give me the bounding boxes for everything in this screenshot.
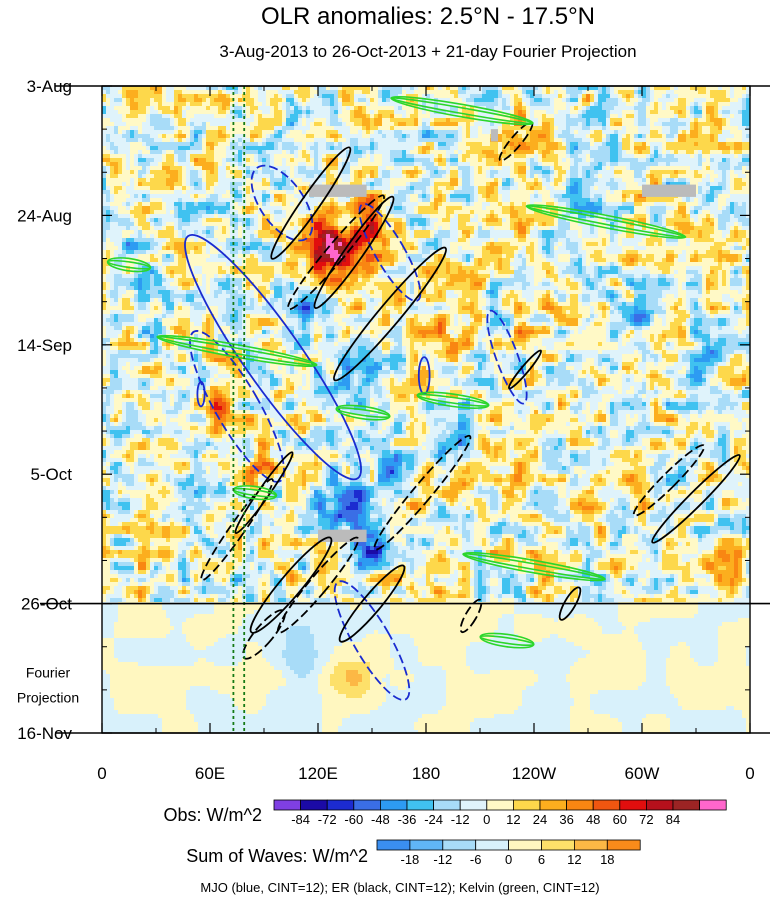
colorbar-tick-label: 6 bbox=[538, 852, 545, 867]
x-tick-label: 180 bbox=[412, 764, 440, 783]
colorbar-box bbox=[460, 800, 487, 810]
colorbar-tick-label: -12 bbox=[433, 852, 452, 867]
colorbar-box bbox=[301, 800, 328, 810]
colorbar-tick-label: -84 bbox=[291, 812, 310, 827]
colorbar-box bbox=[380, 800, 407, 810]
colorbar-tick-label: 24 bbox=[533, 812, 547, 827]
colorbar-tick-label: -6 bbox=[470, 852, 482, 867]
y-tick-label: 24-Aug bbox=[17, 206, 72, 225]
waves-colorbar: -18 -12 -6 0 6 12 18 Sum of Waves: W/m^2 bbox=[186, 840, 640, 867]
obs-colorbar: -84 -72 -60 -48 -36 -24 -12 0 12 24 36 48 60 72 84 Obs:… bbox=[164, 800, 727, 827]
colorbar-box bbox=[377, 840, 410, 850]
x-tick-label: 60W bbox=[625, 764, 660, 783]
colorbar-tick-label: 0 bbox=[483, 812, 490, 827]
projection-label: Projection bbox=[17, 690, 79, 706]
colorbar-box bbox=[274, 800, 301, 810]
chart-title: OLR anomalies: 2.5°N - 17.5°N bbox=[261, 3, 595, 30]
colorbar-box bbox=[574, 840, 607, 850]
wave-legend-footer: MJO (blue, CINT=12); ER (black, CINT=12)… bbox=[200, 880, 599, 895]
colorbar-tick-label: -12 bbox=[451, 812, 470, 827]
chart-subtitle: 3-Aug-2013 to 26-Oct-2013 + 21-day Fouri… bbox=[219, 42, 636, 61]
y-tick-label: 14-Sep bbox=[17, 336, 72, 355]
colorbar-tick-label: -60 bbox=[344, 812, 363, 827]
colorbar-box bbox=[620, 800, 647, 810]
colorbar-tick-label: 60 bbox=[613, 812, 627, 827]
colorbar-box bbox=[434, 800, 461, 810]
x-tick-label: 60E bbox=[195, 764, 225, 783]
colorbar-box bbox=[476, 840, 509, 850]
y-tick-label: 16-Nov bbox=[17, 724, 72, 743]
colorbar-tick-label: 36 bbox=[559, 812, 573, 827]
colorbar-box bbox=[607, 840, 640, 850]
colorbar-box bbox=[327, 800, 354, 810]
colorbar-tick-label: 84 bbox=[666, 812, 680, 827]
colorbar-tick-label: -72 bbox=[318, 812, 337, 827]
colorbar-label: Sum of Waves: W/m^2 bbox=[186, 846, 368, 866]
y-tick-label: 5-Oct bbox=[30, 465, 72, 484]
colorbar-box bbox=[513, 800, 540, 810]
colorbar-box bbox=[487, 800, 514, 810]
colorbar-tick-label: 72 bbox=[639, 812, 653, 827]
colorbar-box bbox=[509, 840, 542, 850]
colorbar-tick-label: 48 bbox=[586, 812, 600, 827]
x-tick-label: 120W bbox=[512, 764, 556, 783]
colorbar-box bbox=[410, 840, 443, 850]
colorbar-tick-label: 12 bbox=[567, 852, 581, 867]
colorbar-tick-label: 18 bbox=[600, 852, 614, 867]
missing-data-patch bbox=[491, 129, 498, 141]
colorbar-box bbox=[673, 800, 700, 810]
missing-data-patch bbox=[642, 185, 696, 197]
heatmap-field bbox=[102, 86, 751, 735]
projection-label: Fourier bbox=[26, 665, 71, 681]
x-tick-label: 120E bbox=[298, 764, 338, 783]
colorbar-box bbox=[700, 800, 727, 810]
missing-data-patch bbox=[318, 530, 367, 542]
colorbar-box bbox=[646, 800, 673, 810]
y-tick-label: 3-Aug bbox=[27, 77, 72, 96]
colorbar-box bbox=[567, 800, 594, 810]
colorbar-tick-label: -18 bbox=[401, 852, 420, 867]
colorbar-box bbox=[407, 800, 434, 810]
colorbar-tick-label: 0 bbox=[505, 852, 512, 867]
missing-data-patch bbox=[309, 185, 367, 197]
colorbar-box bbox=[354, 800, 381, 810]
plot-area bbox=[40, 86, 770, 735]
colorbar-tick-label: -48 bbox=[371, 812, 390, 827]
colorbar-tick-label: -36 bbox=[398, 812, 417, 827]
colorbar-tick-label: 12 bbox=[506, 812, 520, 827]
colorbar-box bbox=[593, 800, 620, 810]
colorbar-box bbox=[542, 840, 575, 850]
colorbar-label: Obs: W/m^2 bbox=[164, 805, 262, 825]
colorbar-tick-label: -24 bbox=[424, 812, 443, 827]
colorbar-box bbox=[443, 840, 476, 850]
x-tick-label: 0 bbox=[97, 764, 106, 783]
y-tick-label: 26-Oct bbox=[21, 595, 72, 614]
x-tick-label: 0 bbox=[745, 764, 754, 783]
colorbar-box bbox=[540, 800, 567, 810]
